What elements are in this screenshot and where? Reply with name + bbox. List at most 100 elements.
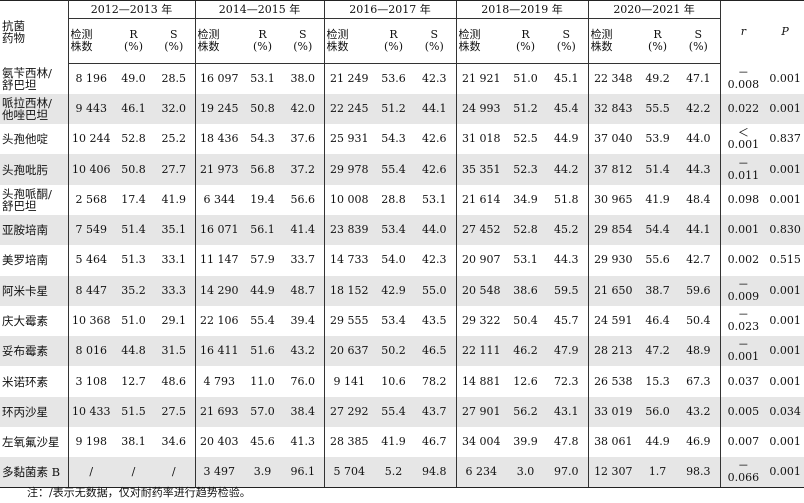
subheader-resistant: R (%) xyxy=(638,18,678,64)
table-cell: 12.6 xyxy=(513,374,538,388)
table-cell: 28 385 xyxy=(323,427,375,458)
table-cell: 44.9 xyxy=(645,435,670,449)
table-cell: 38.1 xyxy=(121,435,146,449)
table-cell: 56.6 xyxy=(290,192,316,206)
antibiotic-name: 头孢哌酮/ 舒巴坦 xyxy=(0,184,69,215)
table-cell: 43.2 xyxy=(282,336,325,367)
table-cell: 3 108 xyxy=(75,374,108,388)
table-cell: 9 141 xyxy=(323,366,375,397)
table-cell: 24 591 xyxy=(587,305,639,337)
table-cell: 37.2 xyxy=(282,154,325,185)
table-cell: 59.6 xyxy=(677,275,721,306)
table-cell: 42.3 xyxy=(422,71,447,85)
table-cell: 3 497 xyxy=(194,457,244,489)
table-cell: 45.7 xyxy=(554,314,579,328)
table-cell: 54.3 xyxy=(381,132,406,146)
table-cell: 1.7 xyxy=(638,457,678,489)
table-cell: 29 854 xyxy=(587,214,639,246)
table-cell: 29 930 xyxy=(587,245,639,276)
table-cell: 46.7 xyxy=(422,435,447,449)
table-row: 美罗培南 5 464 51.3 33.1 11 147 57.9 33.7 14 733 54.… xyxy=(0,245,804,276)
table-cell: 21 693 xyxy=(194,396,244,428)
table-cell: 0.001 xyxy=(766,275,804,306)
table-cell: 41.4 xyxy=(282,214,325,246)
table-cell: 42.6 xyxy=(413,154,457,185)
table-cell: 44.3 xyxy=(554,253,579,267)
table-cell: 53.9 xyxy=(645,132,670,146)
header-year-group: 2018—2019 年 xyxy=(455,0,589,19)
table-cell: 51.0 xyxy=(513,71,538,85)
table-cell: －0.023 xyxy=(719,305,767,337)
table-cell: 29.1 xyxy=(161,314,187,328)
table-cell: 46.5 xyxy=(413,336,457,367)
table-cell: －0.009 xyxy=(719,275,767,306)
table-cell: 25.2 xyxy=(161,132,187,146)
table-cell: 10 008 xyxy=(323,184,375,215)
table-cell: 28.5 xyxy=(161,71,187,85)
table-cell: 29 555 xyxy=(323,305,375,337)
table-cell: 0.001 xyxy=(766,93,804,125)
table-cell: 8 196 xyxy=(75,71,108,85)
table-cell: 0.001 xyxy=(769,192,801,206)
table-cell: 31.5 xyxy=(153,336,196,367)
table-cell: 16 097 xyxy=(194,63,244,94)
table-cell: 49.2 xyxy=(645,71,670,85)
table-cell: 54.0 xyxy=(381,253,406,267)
table-cell: 33.7 xyxy=(290,253,316,267)
table-cell: 56.2 xyxy=(506,396,546,428)
table-cell: 47.1 xyxy=(686,71,711,85)
antibiotic-name: 头孢他啶 xyxy=(0,124,69,155)
table-cell: 33 019 xyxy=(587,396,639,428)
table-row: 头孢哌酮/ 舒巴坦 2 568 17.4 41.9 6 344 19.4 56.6 10 00… xyxy=(0,184,804,215)
table-cell: ＜0.001 xyxy=(719,124,767,155)
table-cell: 3.0 xyxy=(506,457,546,489)
table-cell: 41.3 xyxy=(290,435,316,449)
table-cell: 67.3 xyxy=(686,374,711,388)
table-cell: 42.9 xyxy=(374,275,414,306)
table-cell: 42.3 xyxy=(422,253,447,267)
table-cell: 96.1 xyxy=(282,457,325,489)
table-cell: 0.001 xyxy=(766,457,804,489)
table-cell: 14 290 xyxy=(194,275,244,306)
table-cell: 21 973 xyxy=(194,154,244,185)
table-cell: 7 549 xyxy=(68,214,114,246)
table-cell: 20 548 xyxy=(455,275,507,306)
table-cell: 38.7 xyxy=(638,275,678,306)
table-cell: 43.1 xyxy=(545,396,589,428)
table-cell: 38.6 xyxy=(506,275,546,306)
table-cell: 32 843 xyxy=(587,93,639,125)
table-cell: 56.0 xyxy=(638,396,678,428)
table-cell: 44.0 xyxy=(413,214,457,246)
subheader-susceptible: S (%) xyxy=(413,18,457,64)
table-cell: / xyxy=(114,457,153,489)
table-cell: 45.4 xyxy=(545,93,589,125)
table-cell: 72.3 xyxy=(554,374,579,388)
table-cell: 54.4 xyxy=(638,214,678,246)
table-cell: 48.4 xyxy=(686,192,711,206)
table-row: 氨苄西林/ 舒巴坦 8 196 49.0 28.5 16 097 53.1 38.0 21 2… xyxy=(0,63,804,94)
table-row: 妥布霉素 8 016 44.8 31.5 16 411 51.6 43.2 20 637 50.… xyxy=(0,336,804,367)
table-cell: 53.1 xyxy=(250,71,275,85)
table-cell: 44.9 xyxy=(554,132,579,146)
table-cell: 24 993 xyxy=(455,93,507,125)
table-cell: 10 368 xyxy=(72,314,111,328)
subheader-resistant: R (%) xyxy=(374,18,414,64)
table-cell: 43.2 xyxy=(677,396,721,428)
table-cell: 20 637 xyxy=(323,336,375,367)
table-cell: 42.6 xyxy=(422,132,447,146)
table-cell: 0.007 xyxy=(719,427,767,458)
table-cell: 10 433 xyxy=(68,396,114,428)
table-cell: 22 348 xyxy=(587,63,639,94)
table-cell: 5.2 xyxy=(374,457,414,489)
table-cell: 35.2 xyxy=(114,275,153,306)
table-cell: 46.9 xyxy=(686,435,711,449)
table-row: 多黏菌素 B / //3 497 3.9 96.1 5 704 5.2 94.8 6 234 3.… xyxy=(0,457,804,489)
table-cell: 37 812 xyxy=(587,154,639,185)
table-cell: 41.9 xyxy=(645,192,670,206)
table-cell: 17.4 xyxy=(121,192,146,206)
table-cell: 31 018 xyxy=(455,124,507,155)
table-cell: 10.6 xyxy=(381,374,406,388)
table-cell: 28.8 xyxy=(381,192,406,206)
table-cell: 51.2 xyxy=(374,93,414,125)
table-cell: 55.5 xyxy=(638,93,678,125)
